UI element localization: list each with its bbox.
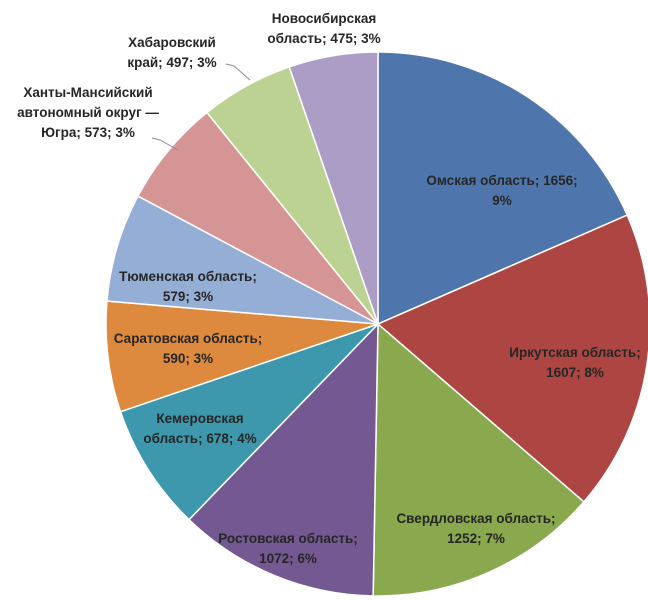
slice-label-line: Иркутская область; bbox=[509, 345, 640, 360]
slice-label-line: Свердловская область; bbox=[396, 511, 555, 526]
slice-label-line: 1072; 6% bbox=[259, 551, 317, 566]
slice-label: Ростовская область; 1072; 6% bbox=[218, 531, 358, 566]
pie-slice bbox=[288, 51, 379, 325]
slice-labels: Омская область; 1656; 9% Иркутская область… bbox=[17, 11, 641, 566]
slice-label-line: 9% bbox=[492, 193, 512, 208]
slice-label-line: Хабаровский bbox=[128, 35, 216, 50]
pie-slice bbox=[119, 323, 379, 521]
slice-label: Омская область; 1656; 9% bbox=[426, 173, 577, 208]
slice-label-line: Новосибирская bbox=[272, 11, 377, 26]
leader-line bbox=[151, 137, 179, 151]
slice-label-line: Тюменская область; bbox=[119, 269, 257, 284]
slice-label: Саратовская область; 590; 3% bbox=[114, 331, 262, 366]
slice-label: Новосибирская область; 475; 3% bbox=[267, 11, 380, 46]
slice-label-line: Кемеровская bbox=[156, 411, 243, 426]
slice-label: Тюменская область; 579; 3% bbox=[119, 269, 257, 304]
slice-label: Ханты-Мансийский автономный округ — Югра; … bbox=[17, 85, 159, 140]
slice-label-line: Ханты-Мансийский bbox=[23, 85, 152, 100]
pie-slice bbox=[106, 195, 379, 325]
slice-label-line: автономный округ — bbox=[17, 105, 159, 120]
slice-label-line: область; 475; 3% bbox=[267, 31, 380, 46]
pie-slice bbox=[105, 300, 379, 413]
pie-slice bbox=[376, 214, 648, 503]
slice-label-line: 1252; 7% bbox=[447, 531, 505, 546]
slice-label-line: Омская область; 1656; bbox=[426, 173, 577, 188]
slice-label-line: Югра; 573; 3% bbox=[41, 125, 135, 140]
pie-slice bbox=[187, 322, 379, 597]
pie-slice bbox=[372, 322, 585, 597]
slice-label-line: край; 497; 3% bbox=[127, 55, 216, 70]
slice-label: Хабаровский край; 497; 3% bbox=[127, 35, 216, 70]
leader-lines bbox=[151, 63, 251, 151]
slice-label: Кемеровская область; 678; 4% bbox=[143, 411, 256, 446]
slice-label-line: 1607; 8% bbox=[546, 365, 604, 380]
pie-slice bbox=[377, 51, 629, 326]
pie-slices bbox=[105, 51, 648, 597]
slice-label-line: Саратовская область; bbox=[114, 331, 262, 346]
slice-label-line: 579; 3% bbox=[163, 289, 213, 304]
slice-label-line: 590; 3% bbox=[163, 351, 213, 366]
slice-label: Иркутская область; 1607; 8% bbox=[509, 345, 640, 380]
slice-label: Свердловская область; 1252; 7% bbox=[396, 511, 555, 546]
slice-label-line: область; 678; 4% bbox=[143, 431, 256, 446]
leader-line bbox=[225, 63, 251, 81]
slice-label-line: Ростовская область; bbox=[218, 531, 358, 546]
